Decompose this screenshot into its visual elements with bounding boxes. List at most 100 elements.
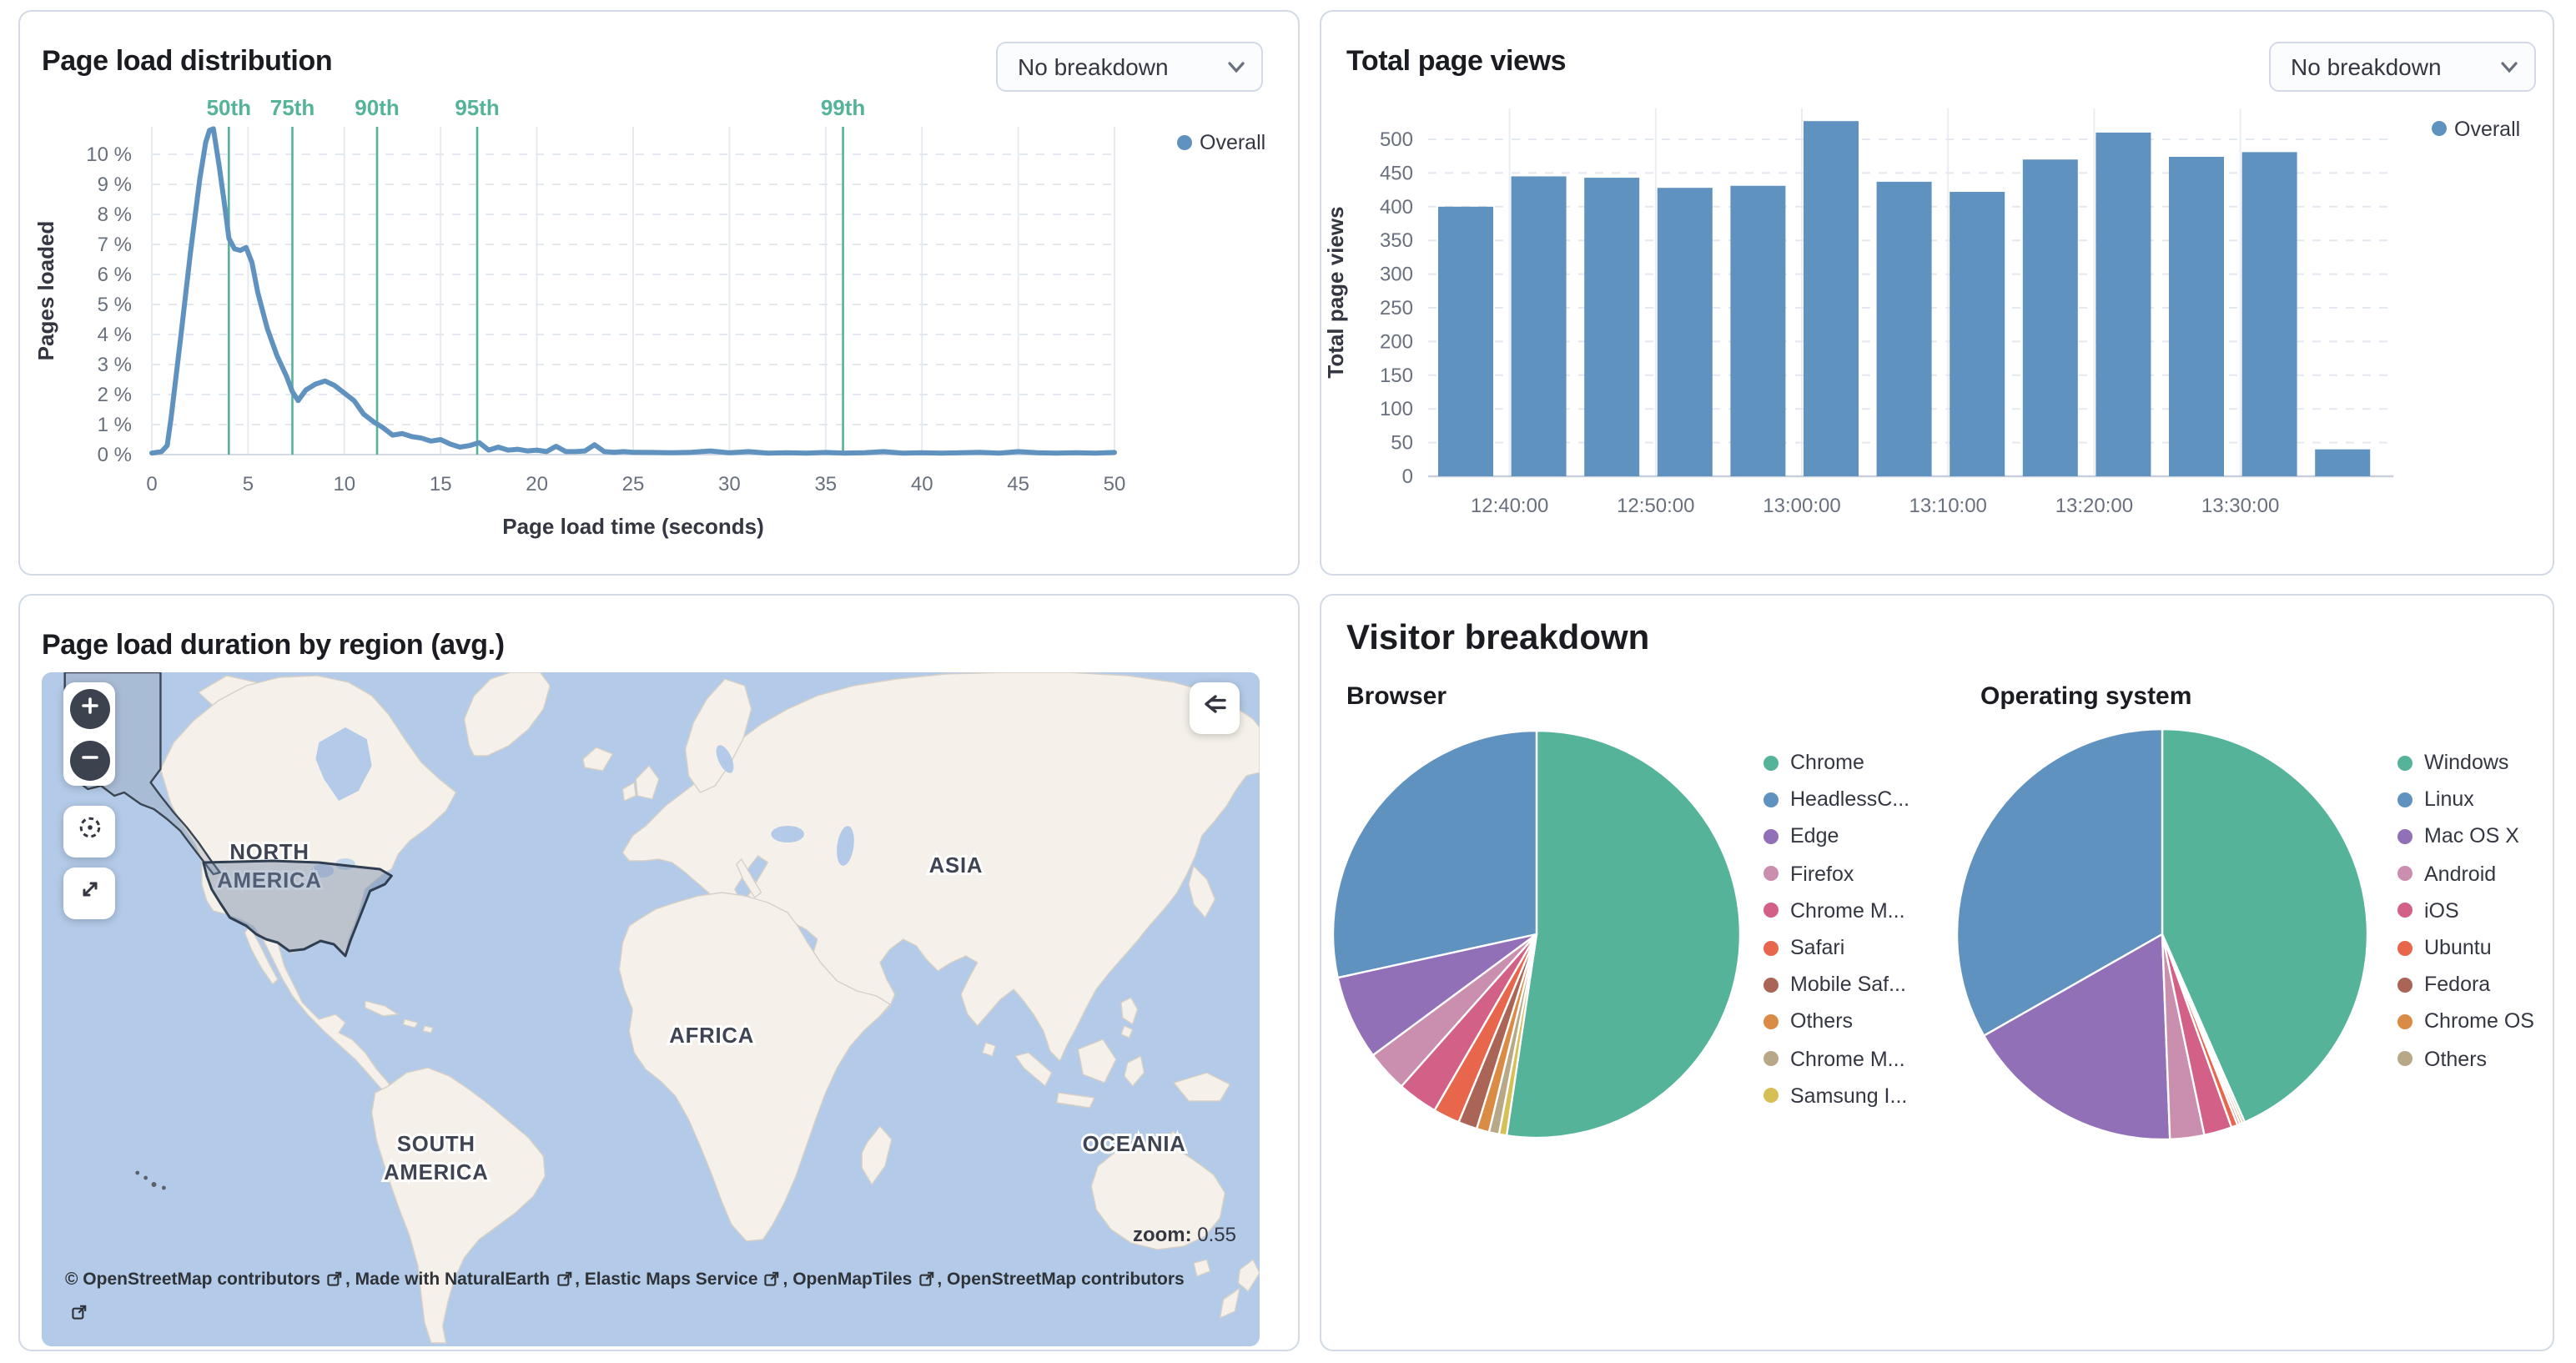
distribution-line (149, 126, 1117, 456)
legend-item[interactable]: Others (1763, 1003, 1909, 1040)
chevron-down-icon (2501, 52, 2518, 82)
zoom-in-button[interactable] (69, 688, 109, 728)
external-link-icon (556, 1271, 571, 1286)
bar (1511, 176, 1567, 476)
legend-item[interactable]: Chrome (1763, 744, 1909, 781)
pie-slice-Samsung I...[interactable] (1497, 933, 1538, 1137)
x-tick-label: 0 (146, 473, 157, 495)
x-axis-title: Page load time (seconds) (502, 514, 764, 539)
pie-slice-Others[interactable] (2161, 933, 2246, 1124)
x-tick-label: 5 (243, 473, 254, 495)
legend-item[interactable]: Others (2397, 1040, 2534, 1077)
legend-label: Chrome OS (2424, 1009, 2534, 1034)
legend-dot-icon (2397, 755, 2412, 771)
attribution-link[interactable]: © OpenStreetMap contributors (65, 1270, 320, 1290)
os-pie-title: Operating system (1980, 682, 2192, 711)
attribution-link[interactable]: , OpenStreetMap contributors (937, 1270, 1185, 1290)
expand-icon (76, 876, 103, 911)
x-tick-label: 45 (1007, 473, 1029, 495)
legend-item[interactable]: Mac OS X (2397, 818, 2534, 855)
fullscreen-button[interactable] (63, 868, 115, 919)
pie-slice-Windows[interactable] (2161, 729, 2367, 1124)
locate-button[interactable] (63, 806, 115, 858)
percentile-label: 99th (821, 95, 865, 120)
legend-dot-icon (1763, 903, 1779, 918)
plus-icon (79, 693, 99, 723)
legend-item[interactable]: Edge (1763, 818, 1909, 855)
legend-item[interactable]: Mobile Saf... (1763, 966, 1909, 1003)
x-tick-label: 30 (718, 473, 741, 495)
breakdown-select[interactable]: No breakdown (996, 42, 1263, 92)
legend-item[interactable]: Chrome OS (2397, 1003, 2534, 1040)
bar (2315, 449, 2371, 476)
zoom-out-button[interactable] (69, 740, 109, 780)
bar (2096, 132, 2151, 477)
legend-label: Ubuntu (2424, 936, 2492, 960)
x-tick-label: 20 (526, 473, 548, 495)
legend-item[interactable]: Chrome M... (1763, 1040, 1909, 1077)
map-zoom-level: zoom: 0.55 (1132, 1223, 1236, 1246)
pie-slice-Chrome[interactable] (1505, 729, 1742, 1139)
legend-dot-icon (1177, 135, 1192, 150)
legend-dot-icon (1763, 755, 1779, 771)
bar (1730, 185, 1786, 476)
world-map[interactable]: NORTHAMERICASOUTHAMERICAAFRICAASIAOCEANI… (42, 672, 1260, 1346)
legend-dot-icon (2397, 903, 2412, 918)
map-label: OCEANIA (1083, 1133, 1186, 1156)
browser-pie-chart[interactable] (1331, 729, 1742, 1139)
legend-item-overall[interactable]: Overall (1200, 131, 1265, 154)
map-legend-collapse-button[interactable] (1190, 682, 1240, 734)
minus-icon (79, 745, 99, 775)
os-pie-chart[interactable] (1957, 729, 2367, 1139)
page-load-distribution-chart: 50th 75th 90th 95th 99th 0 % 1 % 2 % 3 % 4 % 5 % 6 … (33, 95, 1265, 539)
legend-dot-icon (2397, 828, 2412, 844)
y-tick-label: 0 % (98, 444, 132, 466)
legend-dot-icon (2397, 866, 2412, 882)
attribution-link[interactable]: , OpenMapTiles (782, 1270, 913, 1290)
collapse-left-icon (1201, 691, 1228, 726)
legend-item[interactable]: Fedora (2397, 966, 2534, 1003)
legend-item[interactable]: Windows (2397, 744, 2534, 781)
y-tick-label: 0 (1402, 465, 1413, 488)
breakdown-select-value: No breakdown (1018, 53, 1169, 80)
y-tick-label: 500 (1380, 128, 1413, 151)
legend-item-overall[interactable]: Overall (2454, 118, 2520, 141)
panel-page-load-distribution: Page load distribution No breakdown 50th… (18, 10, 1300, 576)
legend-label: Mobile Saf... (1790, 973, 1906, 997)
y-tick-label: 5 % (98, 294, 132, 316)
x-tick-label: 13:20:00 (2055, 495, 2133, 517)
legend-item[interactable]: Ubuntu (2397, 929, 2534, 966)
legend-item[interactable]: Android (2397, 855, 2534, 892)
x-tick-label: 13:10:00 (1909, 495, 1986, 517)
legend-dot-icon (2397, 1013, 2412, 1029)
legend-item[interactable]: Firefox (1763, 855, 1909, 892)
legend-item[interactable]: Samsung I... (1763, 1077, 1909, 1114)
legend-label: Samsung I... (1790, 1084, 1908, 1108)
legend-item[interactable]: iOS (2397, 893, 2534, 929)
breakdown-select[interactable]: No breakdown (2269, 42, 2536, 92)
legend-label: Linux (2424, 787, 2474, 812)
attribution-link[interactable]: , Made with NaturalEarth (345, 1270, 551, 1290)
y-tick-label: 7 % (98, 234, 132, 256)
bar (1657, 188, 1713, 476)
legend-dot-icon (1763, 977, 1779, 993)
y-tick-label: 50 (1391, 432, 1413, 455)
y-tick-label: 200 (1380, 330, 1413, 353)
x-tick-label: 25 (622, 473, 645, 495)
bar (1804, 121, 1859, 476)
legend-item[interactable]: HeadlessC... (1763, 781, 1909, 817)
bar (2169, 157, 2224, 476)
external-link-icon (918, 1271, 933, 1286)
legend-item[interactable]: Safari (1763, 929, 1909, 966)
legend-label: Edge (1790, 824, 1839, 848)
pie-slice-Mac OS X[interactable] (1983, 933, 2171, 1139)
section-title: Visitor breakdown (1346, 619, 1650, 657)
map-region-united-states[interactable] (202, 859, 393, 958)
pie-slice-HeadlessC...[interactable] (1331, 729, 1538, 979)
x-tick-label: 35 (814, 473, 837, 495)
legend-item[interactable]: Linux (2397, 781, 2534, 817)
attribution-link[interactable]: , Elastic Maps Service (575, 1270, 758, 1290)
pie-slice-Linux[interactable] (1957, 729, 2164, 1037)
legend-item[interactable]: Chrome M... (1763, 893, 1909, 929)
y-tick-label: 400 (1380, 196, 1413, 219)
